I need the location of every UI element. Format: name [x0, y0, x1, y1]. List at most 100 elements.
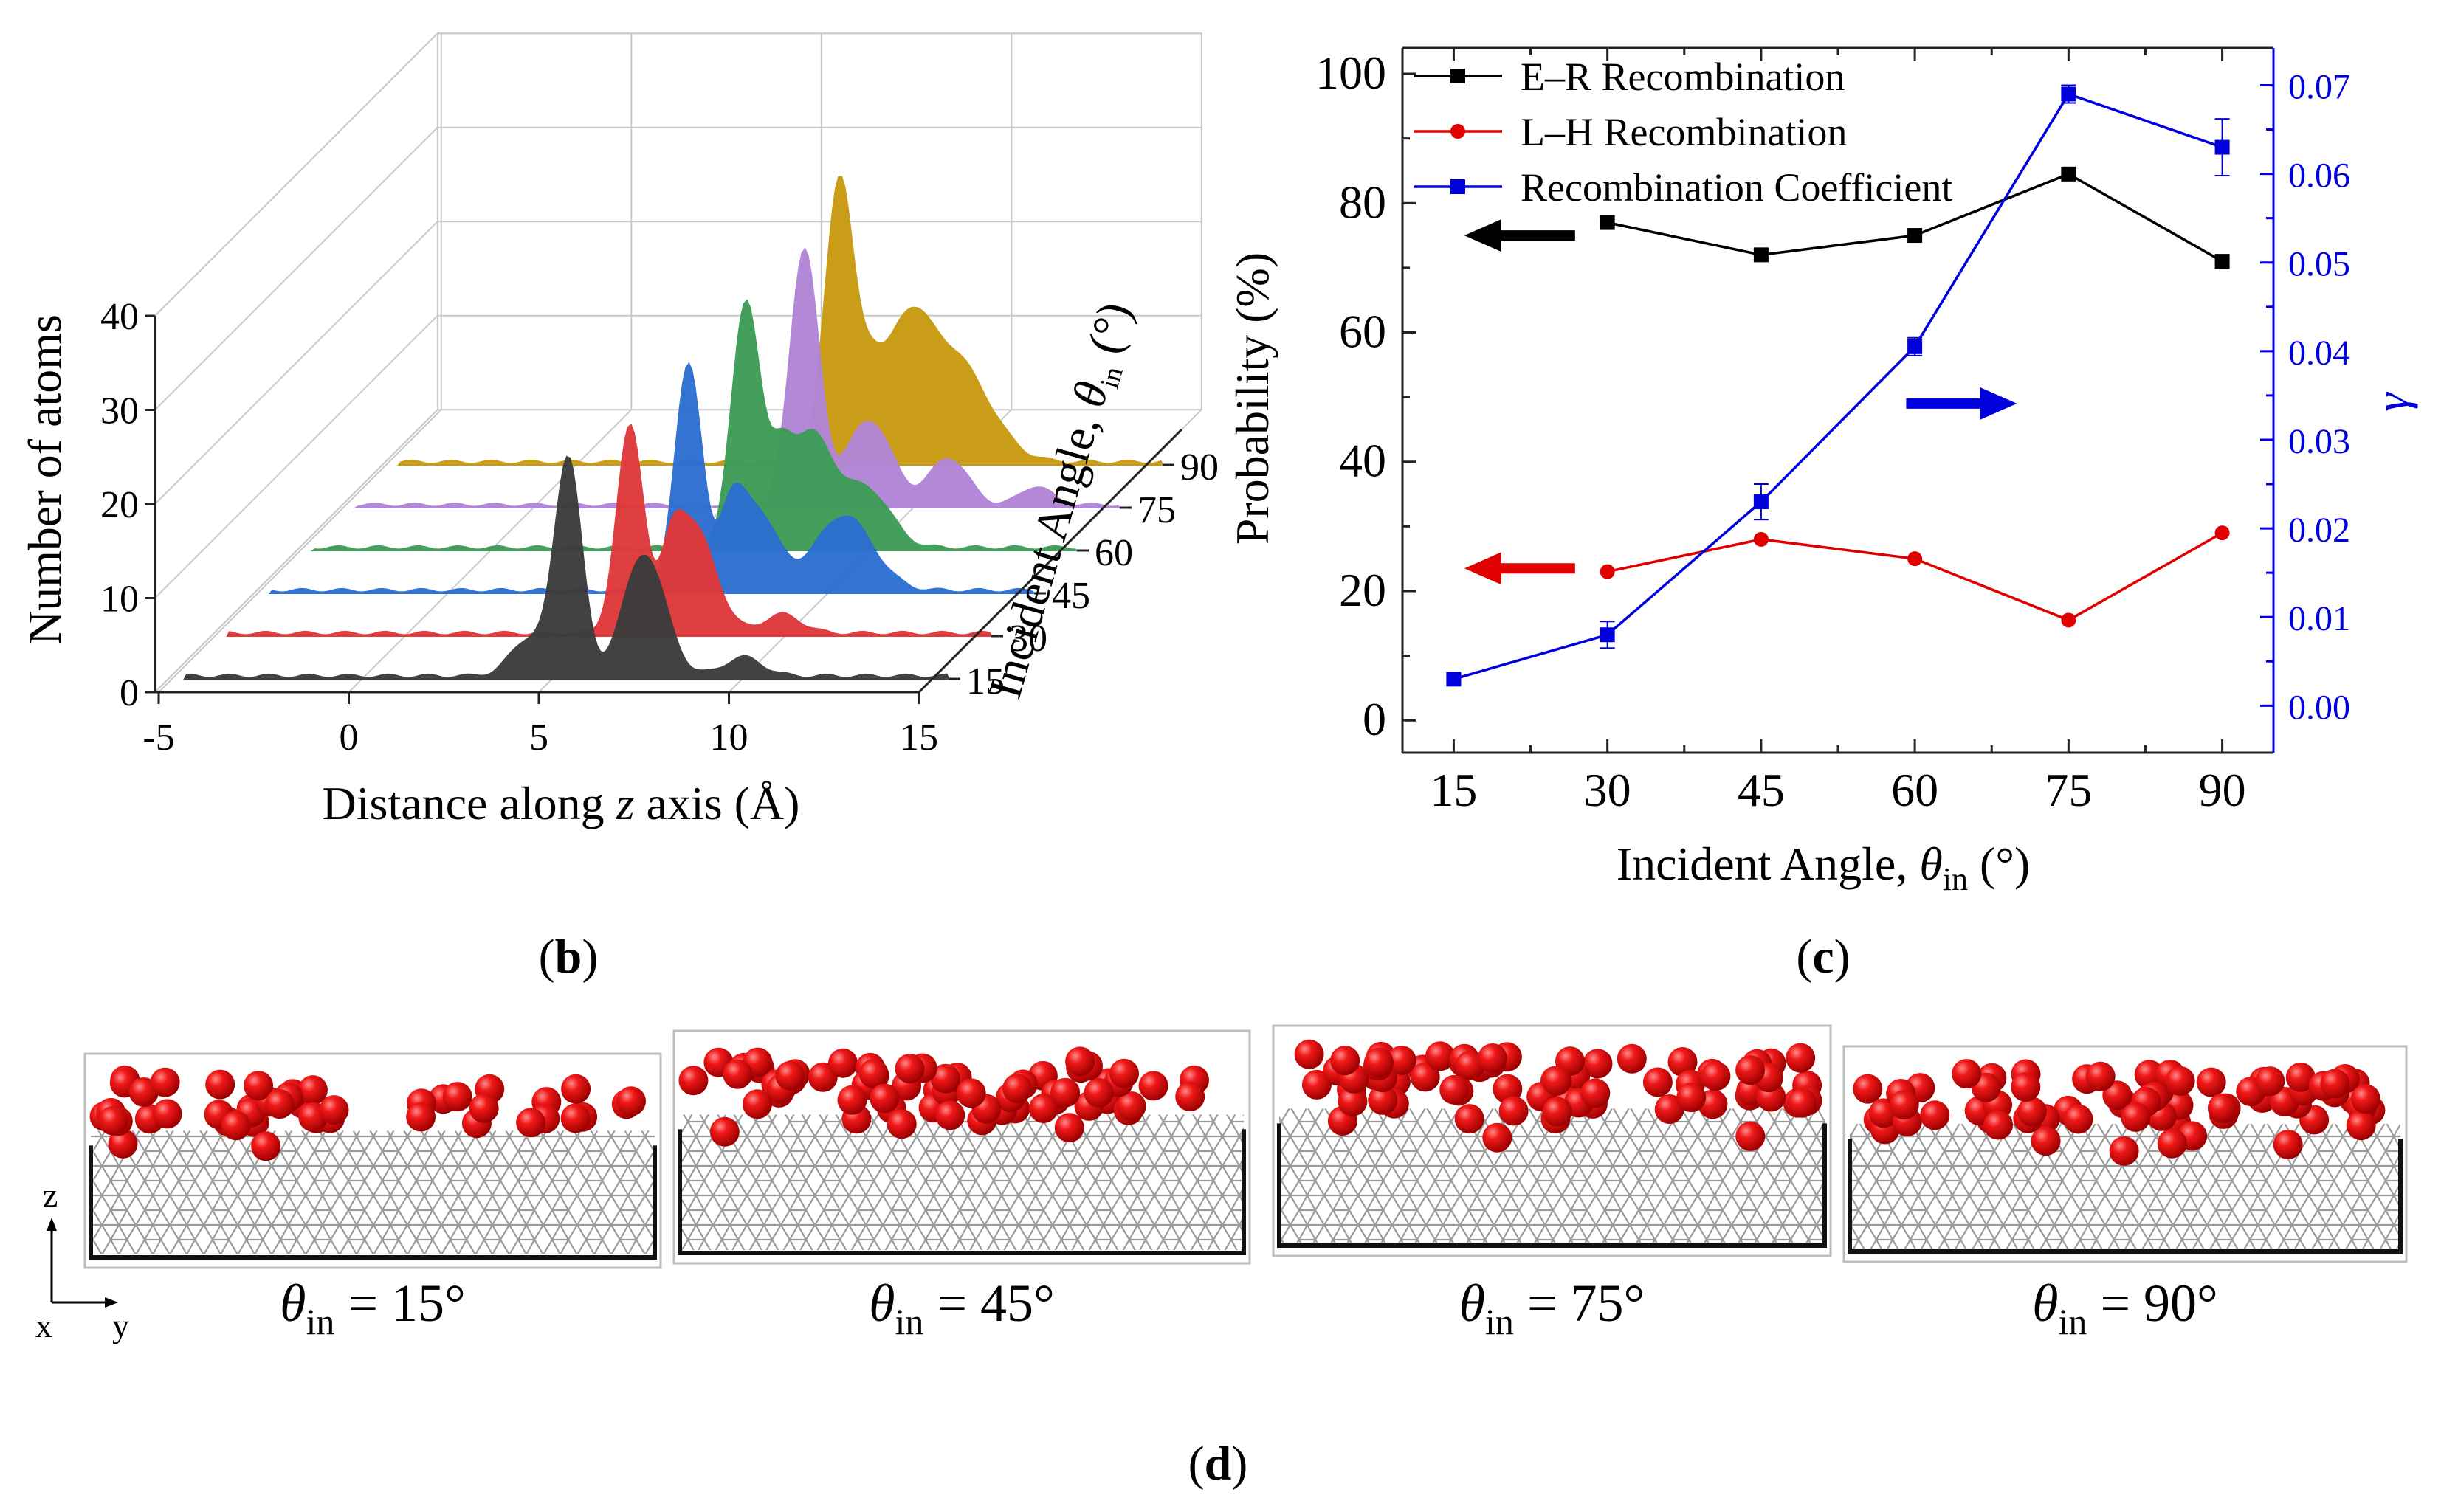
panel-d-oxygen-atom	[870, 1083, 900, 1114]
panel-c-line-chart: 15 30 45 60 75 90 0 20 40 60 80 100 0.00 0.01 0.02 0.03…	[1226, 46, 2418, 984]
panel-c-label: (c)	[1796, 930, 1850, 984]
panel-c-point	[1907, 551, 1923, 567]
panel-d-oxygen-atom	[723, 1059, 753, 1089]
panel-d-oxygen-atom	[251, 1131, 281, 1161]
panel-c-legend-label: L–H Recombination	[1521, 110, 1847, 154]
panel-b-grid-y-left	[154, 221, 438, 505]
panel-d-caption-var: θ	[1459, 1274, 1485, 1333]
panel-d-oxygen-atom	[775, 1060, 805, 1091]
panel-b-y-tick-label: 10	[100, 579, 139, 621]
panel-d-oxygen-atom	[1617, 1043, 1647, 1074]
panel-d-label: (d)	[1188, 1437, 1248, 1491]
panel-c-x-tick-label: 30	[1584, 764, 1631, 816]
panel-d-oxygen-atom	[1676, 1083, 1707, 1113]
panel-d-lattice	[91, 1130, 655, 1254]
panel-d-lattice	[680, 1114, 1244, 1250]
panel-d-oxygen-atom	[2121, 1102, 2151, 1132]
panel-d-oxygen-atom	[1654, 1094, 1684, 1124]
panel-c-line-2	[1453, 92, 2223, 680]
panel-d-oxygen-atom	[560, 1103, 591, 1133]
panel-b-grid-x-floor	[158, 409, 442, 693]
panel-d-oxygen-atom	[2350, 1084, 2380, 1114]
panel-c-line-1	[1607, 531, 2223, 622]
panel-b-z-tick-label: 60	[1095, 532, 1133, 574]
panel-d-slab-edge	[1277, 1123, 1827, 1248]
panel-d-oxygen-atom	[1294, 1039, 1324, 1069]
panel-d-oxygen-atom	[1002, 1074, 1033, 1103]
panel-d-oxygen-atom	[1454, 1104, 1484, 1134]
panel-d-oxygen-atom	[1735, 1121, 1766, 1151]
panel-d-oxygen-atom	[1952, 1059, 1982, 1089]
panel-c-y-tick-label: 20	[1339, 564, 1386, 616]
panel-c-point	[1907, 228, 1923, 244]
panel-d-oxygen-atom	[930, 1063, 960, 1094]
panel-d-oxygen-atom	[2255, 1066, 2285, 1097]
panel-d-caption-var: θ	[869, 1274, 895, 1333]
panel-d-oxygen-atom	[2320, 1069, 2350, 1099]
panel-d-oxygen-atom	[1983, 1110, 2014, 1140]
panel-b-series-90	[396, 176, 1164, 466]
panel-d-oxygen-atom	[2011, 1072, 2041, 1102]
panel-c-point	[2214, 254, 2230, 269]
panel-c-y2-tick-label: 0.07	[2288, 67, 2350, 106]
panel-d-oxygen-atom	[1541, 1066, 1571, 1096]
panel-c-y2-tick-label: 0.04	[2288, 334, 2350, 373]
panel-c-y-tick-label: 80	[1339, 176, 1386, 228]
panel-c-y2-tick-label: 0.05	[2288, 245, 2350, 284]
panel-b-x-tick-label: 5	[529, 717, 548, 759]
panel-d-oxygen-atom	[2207, 1093, 2237, 1123]
panel-c-point	[1907, 339, 1923, 354]
panel-d-axis-triad: z x y	[35, 1176, 129, 1344]
panel-d-oxygen-atom	[1498, 1096, 1529, 1126]
panel-d-oxygen-atom	[1338, 1086, 1368, 1116]
panel-b-y-tick-label: 20	[100, 484, 139, 526]
panel-b-z-tick-label: 90	[1180, 446, 1219, 489]
panel-b-y-axis-label: Number of atoms	[18, 314, 71, 645]
panel-d-oxygen-atom	[406, 1102, 436, 1132]
panel-d-slab-edge	[1848, 1139, 2403, 1254]
panel-b-x-label-pre: Distance along	[323, 777, 616, 829]
panel-b-z-axis-line	[918, 428, 1183, 694]
panel-d-oxygen-atom	[1542, 1097, 1572, 1127]
panel-d-oxygen-atom	[1028, 1094, 1058, 1123]
panel-d-oxygen-atom	[2031, 1126, 2061, 1156]
panel-c-legend-label: E–R Recombination	[1521, 55, 1845, 99]
panel-d-oxygen-atom	[264, 1089, 295, 1119]
panel-d-caption-value: = 90°	[2087, 1274, 2217, 1333]
panel-d-letter: d	[1205, 1437, 1232, 1491]
panel-c-legend-label: Recombination Coefficient	[1521, 165, 1952, 210]
panel-d-oxygen-atom	[244, 1071, 274, 1101]
panel-b-x-tick-label: 15	[900, 717, 938, 759]
panel-d-oxygen-atom	[2165, 1066, 2195, 1096]
panel-d-axis-y: y	[112, 1307, 129, 1344]
panel-d-oxygen-atom	[895, 1054, 925, 1084]
panel-d-oxygen-atom	[2285, 1062, 2316, 1092]
panel-c-y2-tick-label: 0.03	[2288, 422, 2350, 461]
panel-d-snapshot-caption: θin = 90°	[2032, 1274, 2218, 1342]
panel-c-y2-tick-label: 0.02	[2288, 511, 2350, 550]
panel-c-y-tick-label: 0	[1363, 693, 1386, 745]
panel-d-oxygen-atom	[1439, 1074, 1470, 1105]
panel-b-x-label-var: z	[616, 777, 635, 829]
panel-d-caption-var: θ	[2032, 1274, 2058, 1333]
panel-d-oxygen-atom	[442, 1082, 472, 1112]
panel-d-oxygen-atom	[297, 1075, 328, 1105]
panel-d-oxygen-atom	[2109, 1136, 2139, 1166]
panel-c-point	[1600, 627, 1615, 643]
panel-c-arrow-right	[1906, 387, 2017, 420]
panel-c-point	[2061, 166, 2076, 182]
panel-d-oxygen-atom	[1583, 1049, 1613, 1079]
panel-d-oxygen-atom	[1920, 1100, 1950, 1130]
panel-d-oxygen-atom	[709, 1116, 740, 1147]
panel-b-grid-y-left	[154, 126, 438, 411]
panel-d-oxygen-atom	[205, 1069, 235, 1100]
panel-c-y-tick-label: 60	[1339, 305, 1386, 358]
panel-c-point	[1446, 672, 1462, 687]
panel-d-snapshot-row: θin = 15° θin = 45° θin = 75° θin = 90°	[83, 1024, 2408, 1342]
panel-d-oxygen-atom	[616, 1086, 646, 1116]
panel-d-oxygen-atom	[221, 1111, 251, 1141]
panel-d-caption-value: = 15°	[334, 1274, 465, 1333]
panel-c-x-label-pre: Incident Angle,	[1617, 838, 1920, 890]
panel-c-y-tick-label: 40	[1339, 435, 1386, 487]
